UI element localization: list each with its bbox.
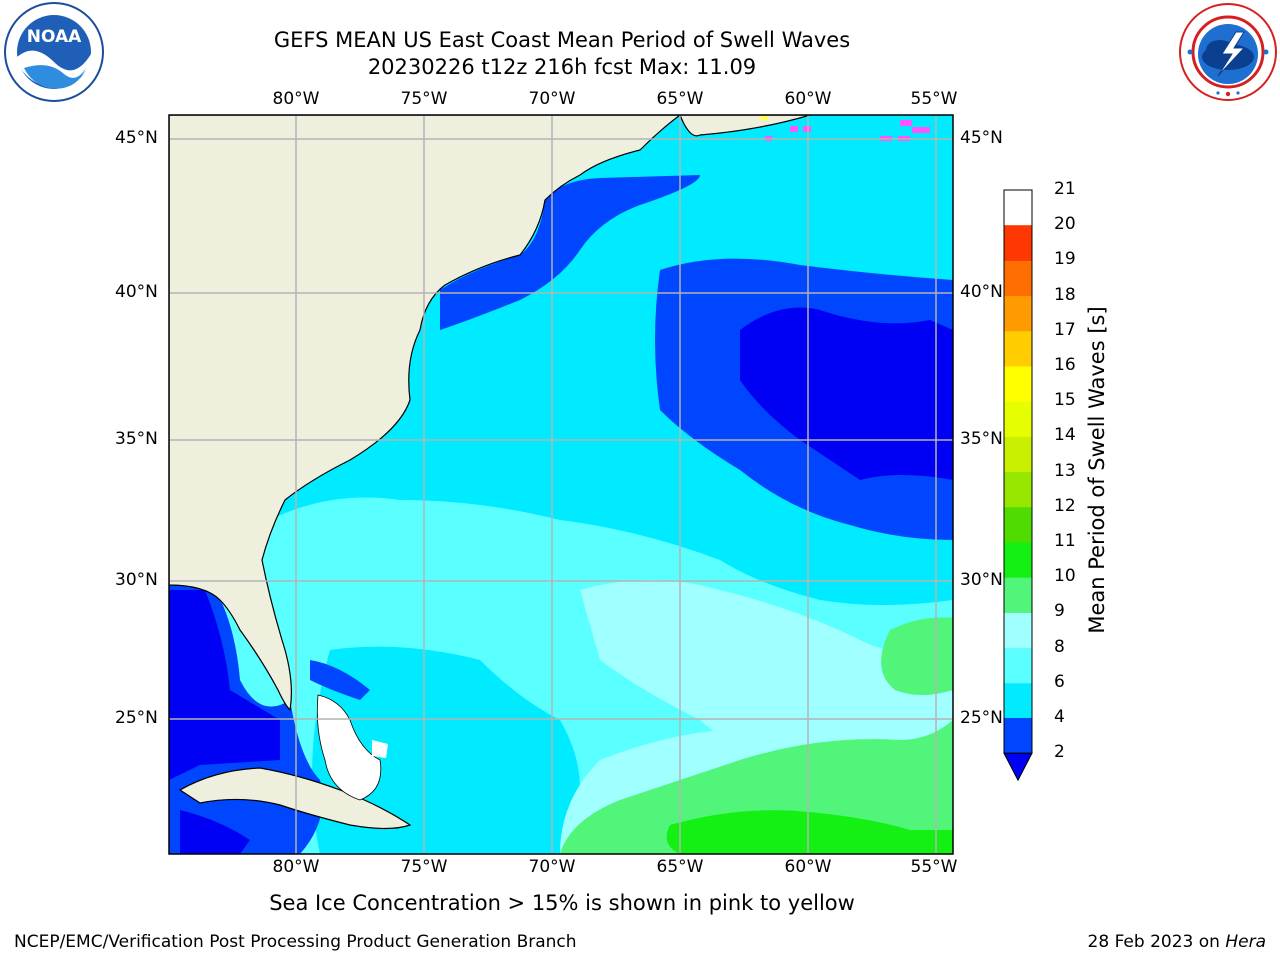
lat-tick-right: 30°N	[960, 570, 1003, 590]
colorbar-tick-label: 9	[1054, 601, 1065, 622]
colorbar-tick-label: 10	[1054, 566, 1076, 587]
noaa-logo-text: NOAA	[27, 27, 82, 47]
lon-tick-top: 65°W	[656, 89, 704, 109]
colorbar-tick-label: 20	[1054, 214, 1076, 235]
colorbar-tick-label: 11	[1054, 531, 1076, 551]
chart-subtitle: 20230226 t12z 216h fcst Max: 11.09	[367, 55, 757, 79]
lat-tick-right: 45°N	[960, 128, 1003, 148]
noaa-logo: NOAA	[4, 2, 104, 102]
colorbar-tick-label: 4	[1054, 707, 1065, 727]
nws-logo	[1178, 2, 1278, 102]
lat-tick-right: 35°N	[960, 429, 1003, 449]
footer-date-text: 28 Feb 2023 on	[1087, 932, 1226, 952]
footer-date: 28 Feb 2023 on Hera	[1088, 932, 1266, 952]
lon-tick-top: 60°W	[784, 89, 832, 109]
lon-tick-bottom: 60°W	[784, 857, 832, 877]
lat-tick-right: 40°N	[960, 282, 1003, 302]
colorbar-swatch	[1004, 330, 1032, 367]
swell-period-field	[169, 115, 953, 854]
footer-machine: Hera	[1225, 932, 1266, 952]
lon-tick-bottom: 80°W	[272, 857, 320, 877]
colorbar-under-arrow	[1003, 752, 1033, 782]
lon-tick-top: 75°W	[400, 89, 448, 109]
colorbar-tick-label: 12	[1054, 495, 1076, 516]
colorbar-tick-label: 16	[1054, 355, 1076, 375]
colorbar-swatch	[1004, 401, 1032, 437]
colorbar-tick-label: 21	[1054, 179, 1076, 199]
colorbar-swatch	[1004, 366, 1032, 402]
colorbar-frame	[1003, 189, 1033, 754]
colorbar-swatch	[1004, 682, 1032, 719]
chart-title: GEFS MEAN US East Coast Mean Period of S…	[273, 28, 851, 52]
lon-tick-bottom: 55°W	[910, 857, 958, 877]
colorbar-swatch	[1004, 647, 1032, 684]
colorbar-swatch	[1004, 225, 1032, 261]
colorbar-swatch	[1004, 436, 1032, 473]
colorbar-swatch	[1004, 295, 1032, 332]
lon-tick-top: 80°W	[272, 89, 320, 109]
lat-tick-left: 40°N	[115, 282, 158, 302]
colorbar-title: Mean Period of Swell Waves [s]	[1085, 306, 1109, 634]
map-gridlines	[169, 115, 953, 854]
colorbar-tick-label: 18	[1054, 284, 1076, 305]
lat-tick-left: 25°N	[115, 708, 158, 728]
sea-ice-note: Sea Ice Concentration > 15% is shown in …	[269, 891, 855, 915]
colorbar-swatch	[1004, 471, 1032, 508]
lat-tick-right: 25°N	[960, 708, 1003, 728]
colorbar-swatch	[1004, 718, 1032, 754]
colorbar-swatch	[1004, 542, 1032, 578]
colorbar-tick-label: 19	[1054, 249, 1076, 270]
lon-tick-bottom: 75°W	[400, 857, 448, 877]
colorbar-tick-label: 8	[1054, 636, 1065, 657]
lat-tick-left: 45°N	[115, 128, 158, 148]
colorbar-tick-label: 14	[1054, 425, 1076, 446]
colorbar-swatch	[1004, 260, 1032, 297]
colorbar-swatch	[1004, 577, 1032, 613]
lat-tick-left: 35°N	[115, 429, 158, 449]
colorbar-tick-label: 17	[1054, 319, 1076, 340]
lat-tick-left: 30°N	[115, 570, 158, 590]
colorbar-tick-label: 6	[1054, 671, 1065, 692]
colorbar-swatches	[1003, 189, 1033, 782]
map-frame	[168, 114, 954, 855]
lon-tick-top: 55°W	[910, 89, 958, 109]
lon-tick-bottom: 70°W	[528, 857, 576, 877]
colorbar-tick-label: 2	[1054, 742, 1065, 763]
colorbar-swatch	[1004, 506, 1032, 543]
colorbar-tick-label: 15	[1054, 390, 1076, 411]
lon-tick-top: 70°W	[528, 89, 576, 109]
colorbar	[1000, 185, 1040, 785]
lon-tick-bottom: 65°W	[656, 857, 704, 877]
colorbar-tick-label: 13	[1054, 460, 1076, 481]
footer-credit: NCEP/EMC/Verification Post Processing Pr…	[14, 932, 577, 952]
colorbar-swatch	[1004, 612, 1032, 649]
